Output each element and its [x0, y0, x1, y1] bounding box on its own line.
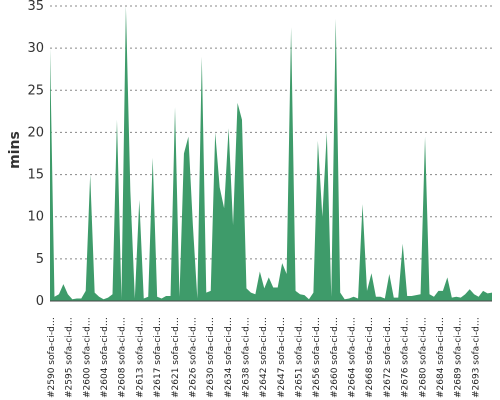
- x-tick-label: #2621 sofa-ci-d…: [171, 317, 181, 398]
- x-tick-label: #2617 sofa-ci-d…: [153, 317, 163, 398]
- x-tick-label: #2634 sofa-ci-d…: [224, 317, 234, 398]
- x-tick-label: #2651 sofa-ci-d…: [295, 317, 305, 398]
- grid-layer: [50, 5, 492, 260]
- x-tick-label: #2638 sofa-ci-d…: [242, 317, 252, 398]
- x-tick-label: #2668 sofa-ci-d…: [365, 317, 375, 398]
- y-tick-label: 15: [27, 168, 44, 183]
- y-tick-label: 30: [27, 41, 44, 56]
- y-tick-label: 25: [27, 83, 44, 98]
- x-tick-label: #2684 sofa-ci-d…: [436, 317, 446, 398]
- x-tick-label: #2613 sofa-ci-d…: [135, 317, 145, 398]
- x-tick-label: #2608 sofa-ci-d…: [118, 317, 128, 398]
- x-tick-label: #2600 sofa-ci-d…: [82, 317, 92, 398]
- y-tick-label: 10: [27, 210, 44, 225]
- x-tick-label: #2664 sofa-ci-d…: [348, 317, 358, 398]
- x-tick-label: #2693 sofa-ci-d…: [471, 317, 481, 398]
- y-tick-label: 0: [36, 294, 44, 309]
- area-series: [50, 6, 492, 301]
- y-tick-label: 20: [27, 125, 44, 140]
- x-tick-label: #2595 sofa-ci-d…: [65, 317, 75, 398]
- area-layer: [50, 6, 492, 301]
- y-tick-layer: 0 5 10 15 20 25 30 35: [27, 0, 44, 309]
- y-tick-label: 35: [27, 0, 44, 14]
- x-tick-label: #2689 sofa-ci-d…: [454, 317, 464, 398]
- y-axis-title: mins: [7, 131, 23, 169]
- x-tick-label: #2604 sofa-ci-d…: [100, 317, 110, 398]
- x-tick-label: #2642 sofa-ci-d…: [259, 317, 269, 398]
- y-tick-label: 5: [36, 252, 44, 267]
- x-tick-label: #2656 sofa-ci-d…: [312, 317, 322, 398]
- x-tick-layer: #2590 sofa-ci-d… #2595 sofa-ci-d… #2600 so…: [47, 317, 481, 398]
- x-tick-label: #2647 sofa-ci-d…: [277, 317, 287, 398]
- x-tick-label: #2626 sofa-ci-d…: [188, 317, 198, 398]
- x-tick-label: #2680 sofa-ci-d…: [418, 317, 428, 398]
- x-tick-label: #2630 sofa-ci-d…: [206, 317, 216, 398]
- x-tick-label: #2676 sofa-ci-d…: [401, 317, 411, 398]
- x-tick-label: #2660 sofa-ci-d…: [330, 317, 340, 398]
- x-tick-label: #2590 sofa-ci-d…: [47, 317, 57, 398]
- x-tick-label: #2672 sofa-ci-d…: [383, 317, 393, 398]
